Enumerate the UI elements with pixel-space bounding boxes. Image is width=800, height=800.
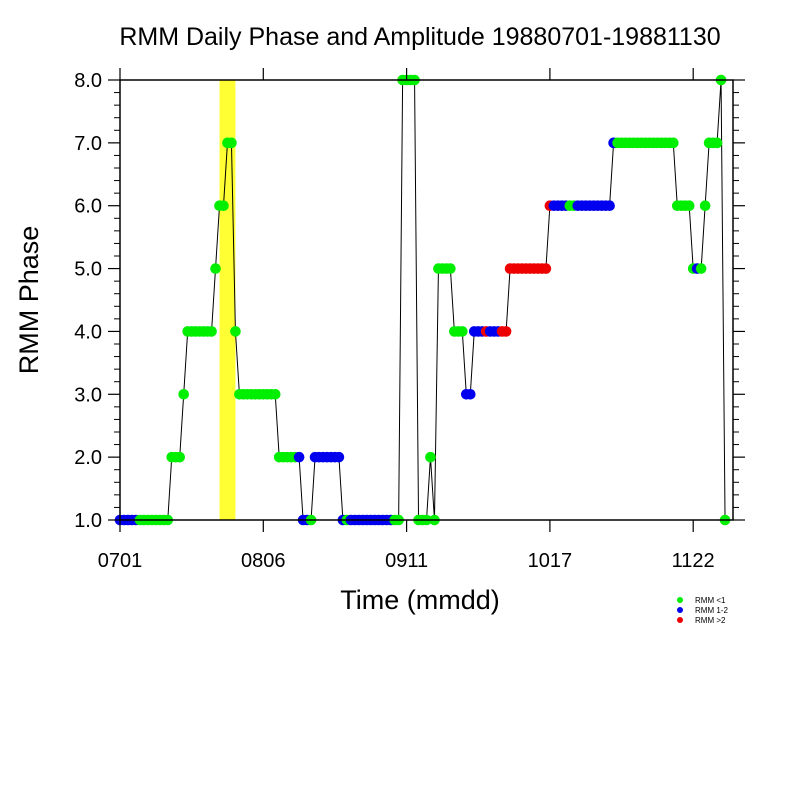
data-point-mid [604, 200, 615, 212]
data-point-low [683, 200, 695, 212]
y-tick-label: 7.0 [74, 133, 102, 155]
y-tick-label: 8.0 [74, 70, 102, 92]
x-tick-label: 0806 [241, 550, 286, 572]
data-point-low [711, 137, 723, 149]
data-point-mid [333, 451, 345, 463]
data-point-low [445, 263, 456, 274]
data-point-low [226, 137, 237, 149]
y-tick-label: 2.0 [74, 447, 102, 469]
data-point-low [210, 263, 221, 274]
data-point-low [174, 451, 186, 463]
data-point-low [218, 200, 229, 212]
data-point-low [425, 451, 436, 463]
x-tick-label: 0911 [385, 550, 428, 572]
y-tick-label: 4.0 [74, 321, 102, 343]
chart-title: RMM Daily Phase and Amplitude 19880701-1… [119, 23, 720, 51]
y-tick-label: 5.0 [74, 259, 102, 281]
x-tick-label: 1122 [672, 550, 715, 572]
data-point-low [695, 263, 707, 274]
data-point-low [206, 326, 217, 337]
y-tick-label: 1.0 [74, 510, 102, 532]
data-point-low [457, 326, 468, 337]
legend-marker [677, 607, 683, 613]
y-tick-label: 3.0 [74, 384, 102, 406]
x-tick-label: 0701 [98, 550, 143, 572]
data-point-low [178, 388, 189, 400]
legend-label: RMM >2 [695, 616, 726, 625]
legend-label: RMM <1 [695, 596, 726, 605]
data-point-layer [114, 74, 731, 526]
y-axis-label: RMM Phase [14, 226, 44, 375]
tick-layer: 1.0 2.0 3.0 4.0 5.0 6.0 7.0 8.0 0701 0806 0911 1017… [74, 68, 745, 572]
highlight-band [219, 80, 236, 520]
data-point-low [699, 200, 711, 212]
data-point-low [269, 388, 281, 400]
x-axis-label: Time (mmdd) [340, 585, 500, 615]
legend-marker [677, 617, 683, 623]
data-point-high [540, 263, 552, 274]
legend-marker [677, 597, 683, 603]
plot-frame [119, 79, 734, 521]
y-tick-label: 6.0 [74, 196, 102, 218]
x-tick-label: 1017 [528, 550, 573, 572]
data-point-mid [464, 388, 476, 400]
data-point-mid [293, 451, 305, 463]
highlight-band-layer [219, 80, 236, 520]
legend-label: RMM 1-2 [695, 606, 728, 615]
data-point-low [667, 137, 679, 149]
data-point-high [500, 326, 512, 337]
data-point-low [230, 326, 241, 337]
